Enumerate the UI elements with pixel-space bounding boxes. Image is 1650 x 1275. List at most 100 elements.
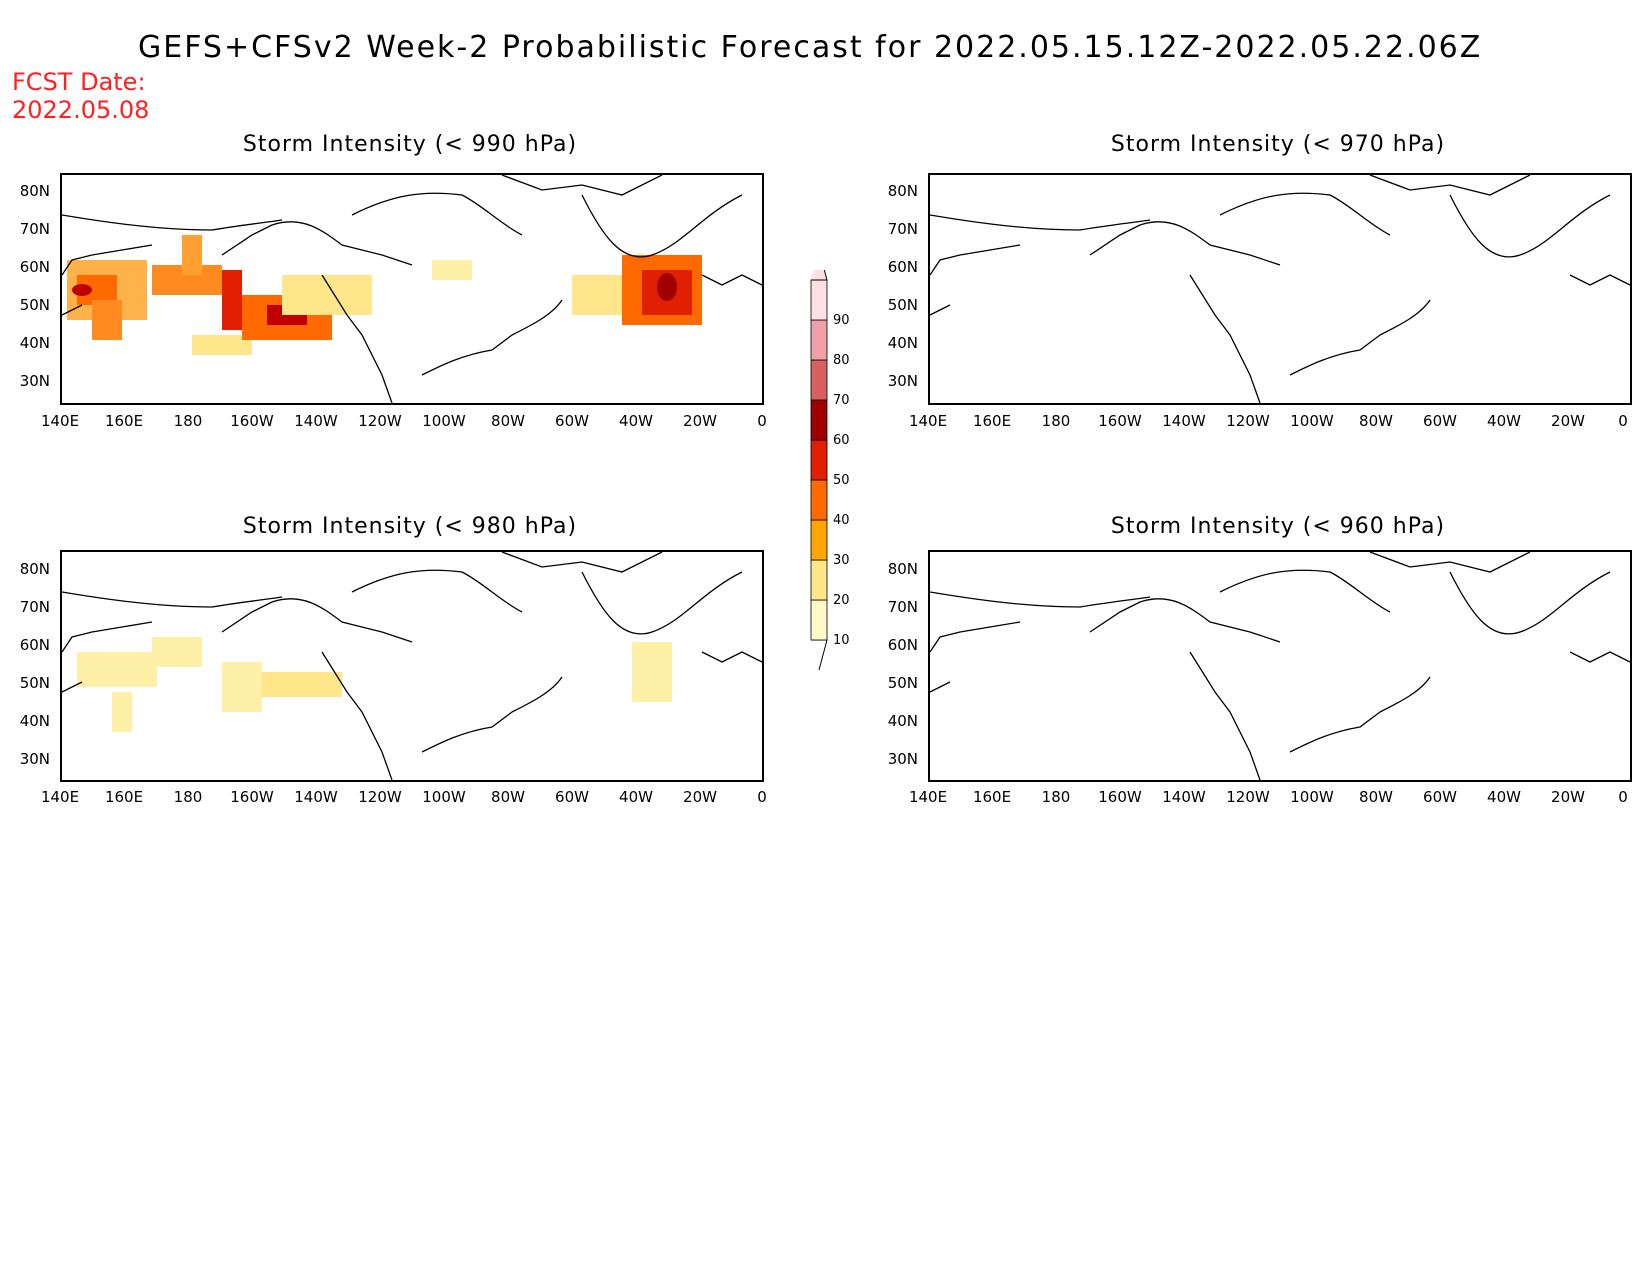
lon-label: 80W bbox=[491, 412, 525, 430]
map-svg-980 bbox=[62, 552, 762, 780]
lat-label: 40N bbox=[19, 712, 50, 730]
colorbar-swatch bbox=[810, 439, 828, 481]
panel-title-990: Storm Intensity (< 990 hPa) bbox=[242, 132, 578, 157]
lat-label: 60N bbox=[887, 258, 918, 276]
colorbar-label: 50 bbox=[833, 473, 850, 488]
colorbar-bottom-spike bbox=[811, 639, 828, 671]
lon-label: 160W bbox=[230, 788, 274, 806]
panel-title-960: Storm Intensity (< 960 hPa) bbox=[1110, 514, 1446, 539]
lon-label: 0 bbox=[1618, 412, 1628, 430]
map-960 bbox=[928, 550, 1632, 782]
lon-label: 140E bbox=[908, 788, 948, 806]
lon-label: 80W bbox=[1359, 412, 1393, 430]
lon-label: 120W bbox=[358, 412, 402, 430]
lon-label: 0 bbox=[757, 412, 767, 430]
lon-label: 20W bbox=[1551, 788, 1585, 806]
lat-label: 40N bbox=[887, 712, 918, 730]
colorbar-swatch bbox=[810, 559, 828, 601]
coastlines-970 bbox=[930, 175, 1630, 403]
lon-label: 0 bbox=[1618, 788, 1628, 806]
colorbar-swatch bbox=[810, 279, 828, 321]
lon-label: 120W bbox=[1226, 412, 1270, 430]
lon-label: 180 bbox=[1041, 412, 1071, 430]
map-980 bbox=[60, 550, 764, 782]
colorbar-label: 20 bbox=[833, 593, 850, 608]
lon-label: 140W bbox=[1162, 788, 1206, 806]
forecast-date-label: FCST Date: bbox=[12, 68, 146, 96]
lat-label: 60N bbox=[887, 636, 918, 654]
lon-label: 60W bbox=[555, 412, 589, 430]
lat-label: 50N bbox=[19, 674, 50, 692]
colorbar-swatch bbox=[810, 319, 828, 361]
lat-label: 50N bbox=[19, 296, 50, 314]
lon-label: 140E bbox=[908, 412, 948, 430]
lon-label: 140E bbox=[40, 788, 80, 806]
probability-shading-980 bbox=[77, 637, 672, 732]
lat-label: 50N bbox=[887, 296, 918, 314]
lon-label: 40W bbox=[619, 788, 653, 806]
lat-label: 80N bbox=[887, 560, 918, 578]
lon-label: 80W bbox=[491, 788, 525, 806]
lon-label: 140W bbox=[294, 412, 338, 430]
lat-label: 60N bbox=[19, 258, 50, 276]
lon-label: 160W bbox=[1098, 412, 1142, 430]
colorbar-label: 40 bbox=[833, 513, 850, 528]
map-970 bbox=[928, 173, 1632, 405]
lon-label: 60W bbox=[555, 788, 589, 806]
panel-title-970: Storm Intensity (< 970 hPa) bbox=[1110, 132, 1446, 157]
lon-label: 160W bbox=[1098, 788, 1142, 806]
lon-label: 160E bbox=[972, 788, 1012, 806]
map-990 bbox=[60, 173, 764, 405]
lat-label: 40N bbox=[19, 334, 50, 352]
lat-label: 80N bbox=[887, 182, 918, 200]
lon-label: 20W bbox=[683, 788, 717, 806]
colorbar-label: 80 bbox=[833, 353, 850, 368]
colorbar-swatch bbox=[810, 599, 828, 641]
lon-label: 180 bbox=[173, 788, 203, 806]
colorbar-top-spike bbox=[811, 270, 828, 281]
lon-label: 120W bbox=[358, 788, 402, 806]
map-svg-960 bbox=[930, 552, 1630, 780]
lon-label: 160E bbox=[972, 412, 1012, 430]
map-svg-990 bbox=[62, 175, 762, 403]
colorbar-swatch bbox=[810, 479, 828, 521]
lon-label: 40W bbox=[1487, 412, 1521, 430]
lat-label: 30N bbox=[19, 372, 50, 390]
coastlines-980 bbox=[62, 552, 762, 780]
lon-label: 40W bbox=[1487, 788, 1521, 806]
lat-label: 70N bbox=[19, 220, 50, 238]
forecast-date-value: 2022.05.08 bbox=[12, 96, 150, 124]
colorbar-swatch bbox=[810, 519, 828, 561]
map-svg-970 bbox=[930, 175, 1630, 403]
lon-label: 160W bbox=[230, 412, 274, 430]
lon-label: 100W bbox=[422, 788, 466, 806]
coastlines-990 bbox=[62, 175, 762, 403]
colorbar-swatch bbox=[810, 399, 828, 441]
lat-label: 50N bbox=[887, 674, 918, 692]
lon-label: 160E bbox=[104, 788, 144, 806]
colorbar-label: 30 bbox=[833, 553, 850, 568]
lon-label: 80W bbox=[1359, 788, 1393, 806]
colorbar-swatch bbox=[810, 359, 828, 401]
lat-label: 70N bbox=[887, 598, 918, 616]
lat-label: 30N bbox=[887, 750, 918, 768]
lat-label: 70N bbox=[887, 220, 918, 238]
lon-label: 140W bbox=[1162, 412, 1206, 430]
panel-title-980: Storm Intensity (< 980 hPa) bbox=[242, 514, 578, 539]
probability-shading-990 bbox=[67, 235, 702, 355]
lat-label: 30N bbox=[19, 750, 50, 768]
lat-label: 70N bbox=[19, 598, 50, 616]
main-title: GEFS+CFSv2 Week-2 Probabilistic Forecast… bbox=[138, 30, 1483, 65]
lat-label: 30N bbox=[887, 372, 918, 390]
lon-label: 100W bbox=[1290, 788, 1334, 806]
lon-label: 180 bbox=[1041, 788, 1071, 806]
lat-label: 80N bbox=[19, 560, 50, 578]
lon-label: 0 bbox=[757, 788, 767, 806]
lon-label: 120W bbox=[1226, 788, 1270, 806]
lon-label: 100W bbox=[422, 412, 466, 430]
lon-label: 180 bbox=[173, 412, 203, 430]
lon-label: 100W bbox=[1290, 412, 1334, 430]
lon-label: 60W bbox=[1423, 412, 1457, 430]
lat-label: 60N bbox=[19, 636, 50, 654]
colorbar: 10 20 30 40 50 60 70 80 90 bbox=[810, 270, 850, 671]
